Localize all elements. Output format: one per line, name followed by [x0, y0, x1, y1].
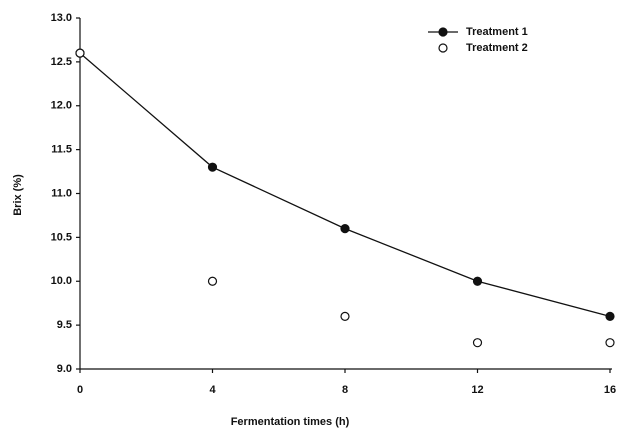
data-point: [75, 48, 85, 58]
legend-marker: [438, 27, 448, 37]
x-tick-label: 8: [342, 384, 348, 396]
data-point: [340, 311, 350, 321]
data-point: [605, 338, 615, 348]
y-tick-label: 9.5: [57, 319, 72, 331]
y-tick-label: 11.0: [51, 187, 72, 199]
legend-label: Treatment 2: [466, 42, 528, 54]
y-tick-label: 9.0: [57, 363, 72, 375]
y-tick-label: 13.0: [51, 12, 72, 24]
y-tick-label: 12.5: [51, 56, 72, 68]
x-tick-label: 4: [209, 384, 216, 396]
x-tick-label: 16: [604, 384, 616, 396]
x-tick-label: 0: [77, 384, 83, 396]
legend-marker: [438, 43, 448, 53]
data-point: [207, 276, 218, 286]
data-point: [472, 276, 483, 286]
series-line: [79, 52, 611, 317]
y-axis-title: Brix (%): [12, 174, 24, 216]
y-tick-label: 11.5: [51, 144, 72, 156]
data-point: [207, 162, 218, 172]
x-axis-title: Fermentation times (h): [231, 416, 350, 428]
y-tick-label: 12.0: [51, 100, 72, 112]
data-point: [472, 338, 483, 348]
data-point: [605, 311, 615, 321]
x-tick-label: 12: [471, 384, 483, 396]
y-tick-label: 10.5: [51, 231, 72, 243]
legend-label: Treatment 1: [466, 26, 528, 38]
y-tick-label: 10.0: [51, 275, 72, 287]
data-point: [340, 224, 350, 234]
